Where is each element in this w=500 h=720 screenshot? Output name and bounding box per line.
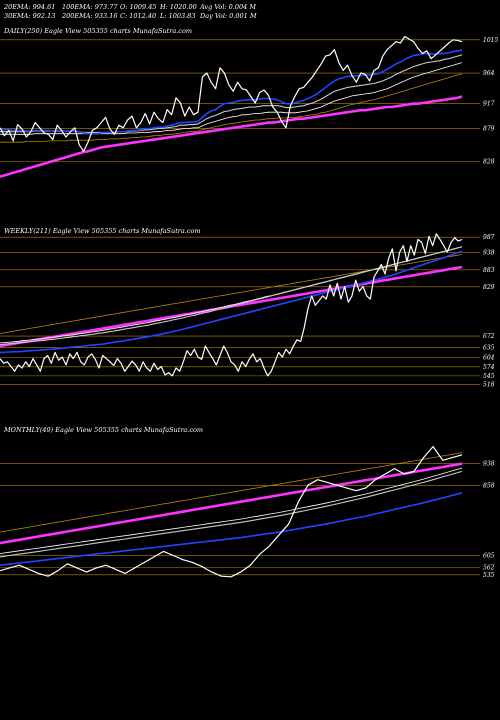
daily-series-5 [0,95,463,178]
weekly-y-tick: 987 [483,234,495,241]
daily-chart-title: DAILY(250) Eagle View 505355 charts Muna… [4,27,193,35]
avg-vol-label: Avg Vol: 0.004 M [200,3,257,11]
daily-y-tick: 828 [483,159,495,166]
ema20-label: 20EMA: 994.61 [4,3,56,11]
daily-series-0 [0,35,463,152]
daily-y-tick: 879 [483,125,495,132]
weekly-series-4 [0,254,463,334]
weekly-y-tick: 672 [483,333,495,340]
weekly-series-1 [0,250,463,354]
monthly-y-tick: 858 [483,483,495,490]
weekly-series-2 [0,246,463,346]
ema100-label: 100EMA: 973.77 [62,3,118,11]
daily-series-1 [0,49,463,135]
weekly-series-3 [0,246,463,344]
weekly-y-tick: 635 [483,345,495,352]
monthly-series-1 [0,492,463,566]
monthly-y-tick: 562 [483,564,495,571]
day-vol-label: Day Vol: 0.001 M [200,12,257,20]
weekly-y-tick: 604 [483,354,495,361]
low-label: L: 1003.83 [160,12,196,20]
close-label: C: 1012.40 [120,12,157,20]
daily-y-tick: 964 [483,70,495,77]
weekly-y-tick: 574 [483,364,495,371]
ema200-label: 200EMA: 933.16 [62,12,118,20]
daily-y-tick: 917 [483,101,495,108]
weekly-y-tick: 938 [483,250,495,257]
monthly-y-tick: 605 [483,553,495,560]
daily-series-4 [0,73,463,143]
daily-y-tick: 1015 [483,37,498,44]
monthly-series-2 [0,470,463,558]
daily-series-3 [0,62,463,135]
monthly-y-tick: 938 [483,461,495,468]
high-label: H: 1020.00 [160,3,197,11]
weekly-y-tick: 883 [483,267,495,274]
monthly-series-3 [0,467,463,554]
weekly-series-0 [0,233,463,377]
weekly-y-tick: 545 [483,373,495,380]
weekly-y-tick: 518 [483,381,495,388]
monthly-series-0 [0,446,463,578]
ema30-label: 30EMA: 992.13 [4,12,56,20]
monthly-chart-title: MONTHLY(49) Eagle View 505355 charts Mun… [4,426,204,434]
monthly-series-4 [0,452,463,533]
monthly-series-5 [0,462,463,545]
open-label: O: 1009.45 [120,3,157,11]
monthly-y-tick: 535 [483,572,495,579]
weekly-y-tick: 829 [483,284,495,291]
weekly-chart-title: WEEKLY(211) Eagle View 505355 charts Mun… [4,227,201,235]
